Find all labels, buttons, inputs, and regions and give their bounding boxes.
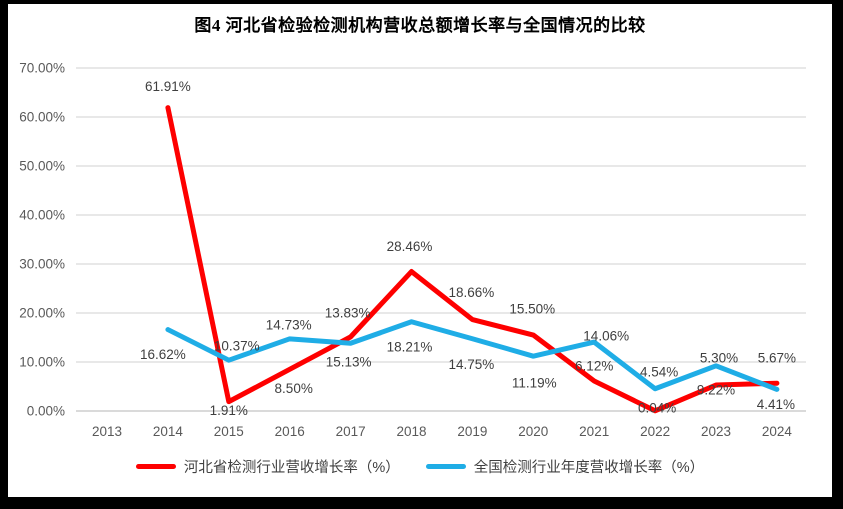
series-line-national xyxy=(165,319,780,392)
y-tick-label: 10.00% xyxy=(19,355,65,370)
y-tick-label: 50.00% xyxy=(19,159,65,174)
data-label: 18.21% xyxy=(387,339,433,354)
x-tick-label: 2019 xyxy=(457,424,487,439)
data-label: 28.46% xyxy=(387,239,433,254)
data-label: 9.22% xyxy=(697,382,735,397)
data-label: 15.50% xyxy=(509,302,555,317)
data-label: 5.30% xyxy=(700,351,738,366)
x-tick-label: 2016 xyxy=(275,424,305,439)
x-tick-label: 2017 xyxy=(336,424,366,439)
x-tick-label: 2020 xyxy=(518,424,548,439)
data-label: 14.06% xyxy=(583,329,629,344)
y-tick-label: 20.00% xyxy=(19,306,65,321)
legend-label-hebei: 河北省检测行业营收增长率（%） xyxy=(183,460,400,476)
data-label: 10.37% xyxy=(214,339,260,354)
x-tick-label: 2013 xyxy=(92,424,122,439)
y-tick-label: 40.00% xyxy=(19,208,65,223)
chart-title: 图4 河北省检验检测机构营收总额增长率与全国情况的比较 xyxy=(194,16,646,35)
data-label: 11.19% xyxy=(512,376,557,391)
y-tick-label: 70.00% xyxy=(19,61,65,76)
x-tick-label: 2015 xyxy=(214,424,244,439)
legend-item-hebei: 河北省检测行业营收增长率（%） xyxy=(135,456,400,477)
data-label: 61.91% xyxy=(145,79,191,94)
y-tick-label: 30.00% xyxy=(19,257,65,272)
x-tick-label: 2021 xyxy=(579,424,609,439)
data-label: 1.91% xyxy=(210,403,248,418)
data-label: 16.62% xyxy=(140,347,186,362)
x-tick-label: 2022 xyxy=(640,424,670,439)
data-label: 6.12% xyxy=(575,359,613,374)
legend-item-national: 全国检测行业年度营收增长率（%） xyxy=(425,456,705,477)
series-line-hebei xyxy=(165,105,780,414)
data-label: 0.04% xyxy=(638,400,676,415)
legend-label-national: 全国检测行业年度营收增长率（%） xyxy=(473,460,705,476)
x-tick-label: 2023 xyxy=(701,424,731,439)
data-label: 13.83% xyxy=(325,306,371,321)
x-tick-label: 2014 xyxy=(153,424,184,439)
data-label: 14.73% xyxy=(266,317,312,332)
data-label: 14.75% xyxy=(449,357,495,372)
data-label: 18.66% xyxy=(449,285,495,300)
x-tick-label: 2018 xyxy=(396,424,426,439)
line-chart: 0.00% 10.00% 20.00% 30.00% 40.00% 50.00% 60.00… xyxy=(19,61,806,439)
x-tick-label: 2024 xyxy=(762,424,793,439)
y-tick-label: 60.00% xyxy=(19,110,65,125)
data-label: 4.41% xyxy=(757,397,795,412)
data-label: 5.67% xyxy=(758,351,796,366)
figure-panel: 图4 河北省检验检测机构营收总额增长率与全国情况的比较 0.00% 10.00% 2… xyxy=(8,4,832,497)
data-label: 4.54% xyxy=(640,364,678,379)
legend-swatch-national-blue-line xyxy=(425,464,466,469)
chart-legend: 河北省检测行业营收增长率（%） 全国检测行业年度营收增长率（%） xyxy=(8,456,832,477)
data-label: 8.50% xyxy=(275,381,313,396)
data-label: 15.13% xyxy=(326,354,372,369)
legend-swatch-hebei-red-line xyxy=(135,464,176,469)
y-tick-label: 0.00% xyxy=(27,404,65,419)
